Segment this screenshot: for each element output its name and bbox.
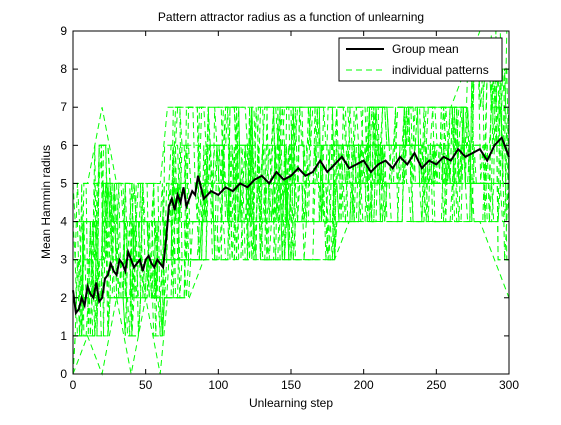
x-tick-label: 50 xyxy=(139,378,153,392)
x-tick-label: 100 xyxy=(208,378,228,392)
legend-label-individual-patterns: individual patterns xyxy=(392,63,489,77)
individual-pattern-trace xyxy=(72,68,509,299)
legend-label-group-mean: Group mean xyxy=(392,42,459,56)
x-tick-label: 0 xyxy=(70,378,77,392)
group-mean-layer xyxy=(72,135,510,316)
x-tick-label: 300 xyxy=(499,378,519,392)
individual-patterns-layer xyxy=(72,30,510,376)
y-tick-label: 0 xyxy=(60,367,67,381)
y-tick-label: 1 xyxy=(60,329,67,343)
individual-pattern-upper-envelope xyxy=(73,30,509,184)
y-tick-label: 7 xyxy=(60,100,67,114)
y-tick-label: 4 xyxy=(60,215,67,229)
plot-background xyxy=(73,31,509,374)
y-tick-label: 6 xyxy=(60,138,67,152)
y-tick-label: 9 xyxy=(60,24,67,38)
individual-pattern-trace xyxy=(73,68,510,337)
x-tick-label: 150 xyxy=(281,378,301,392)
individual-pattern-trace xyxy=(72,68,510,375)
y-tick-label: 3 xyxy=(60,253,67,267)
x-axis-label: Unlearning step xyxy=(249,396,333,410)
legend-box xyxy=(338,37,503,82)
individual-pattern-lower-envelope xyxy=(72,221,510,376)
chart-title: Pattern attractor radius as a function o… xyxy=(158,10,424,24)
axis-ticks xyxy=(72,30,510,375)
y-tick-label: 2 xyxy=(60,291,67,305)
x-tick-label: 200 xyxy=(354,378,374,392)
group-mean-line xyxy=(72,135,510,316)
x-tick-label: 250 xyxy=(426,378,446,392)
x-tick-labels: 0 50 100 150 200 250 300 xyxy=(70,378,520,392)
y-tick-label: 8 xyxy=(60,62,67,76)
y-tick-labels: 0 1 2 3 4 5 6 7 8 9 xyxy=(60,24,67,381)
legend: Group mean individual patterns xyxy=(338,37,503,82)
y-axis-label: Mean Hammin radius xyxy=(39,145,53,259)
y-tick-label: 5 xyxy=(60,176,67,190)
